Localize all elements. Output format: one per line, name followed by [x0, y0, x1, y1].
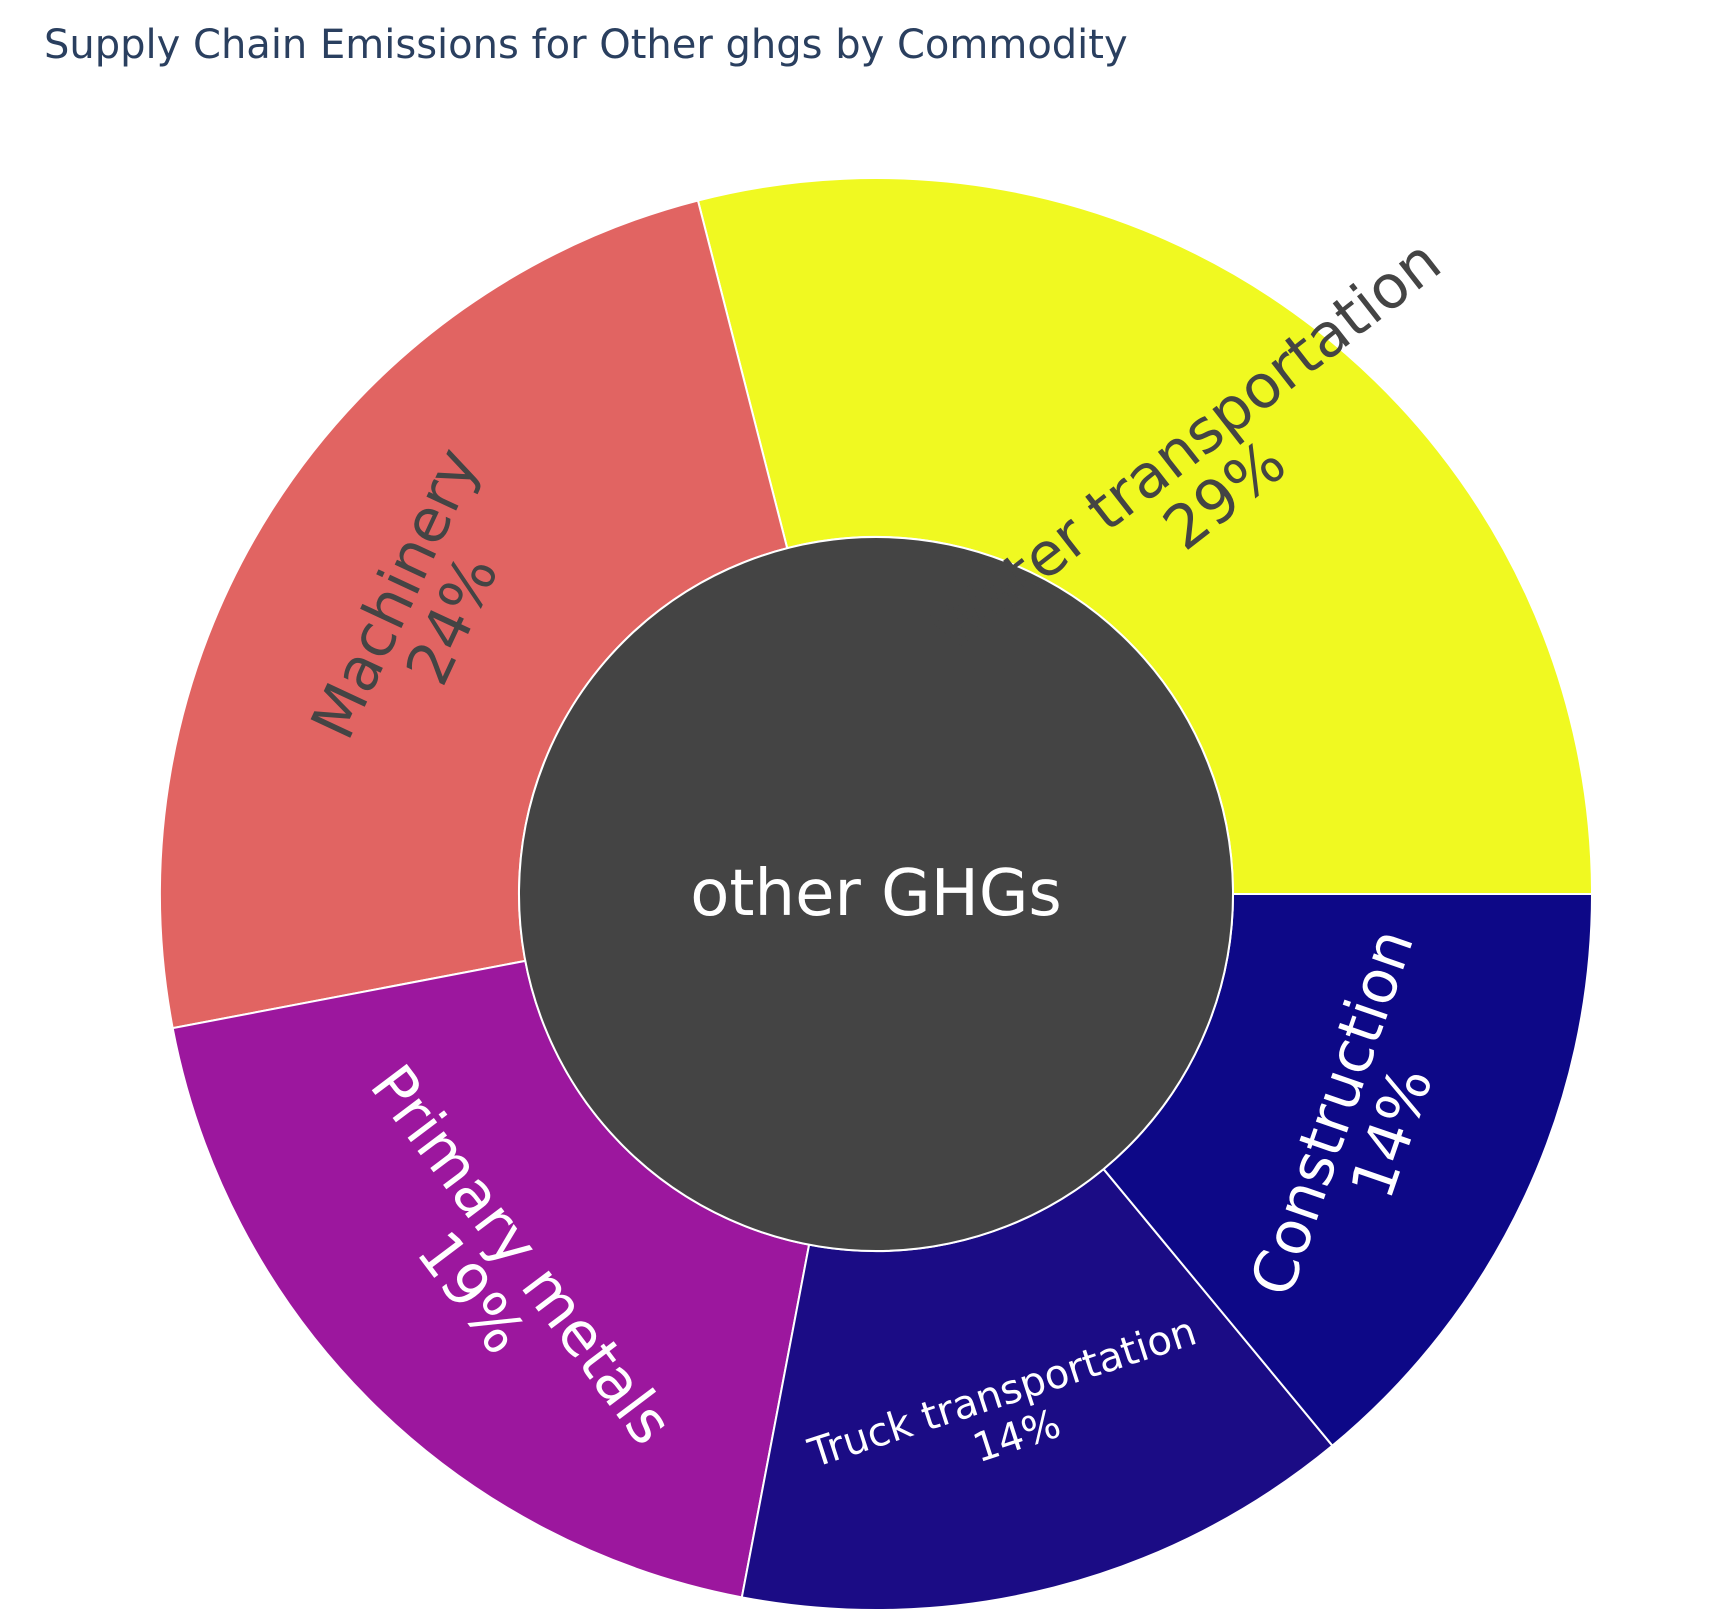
slices-layer: [159, 177, 1594, 1611]
chart-title: Supply Chain Emissions for Other ghgs by…: [44, 22, 1128, 68]
root-label: other GHGs: [690, 857, 1062, 931]
root-node[interactable]: [518, 536, 1234, 1252]
